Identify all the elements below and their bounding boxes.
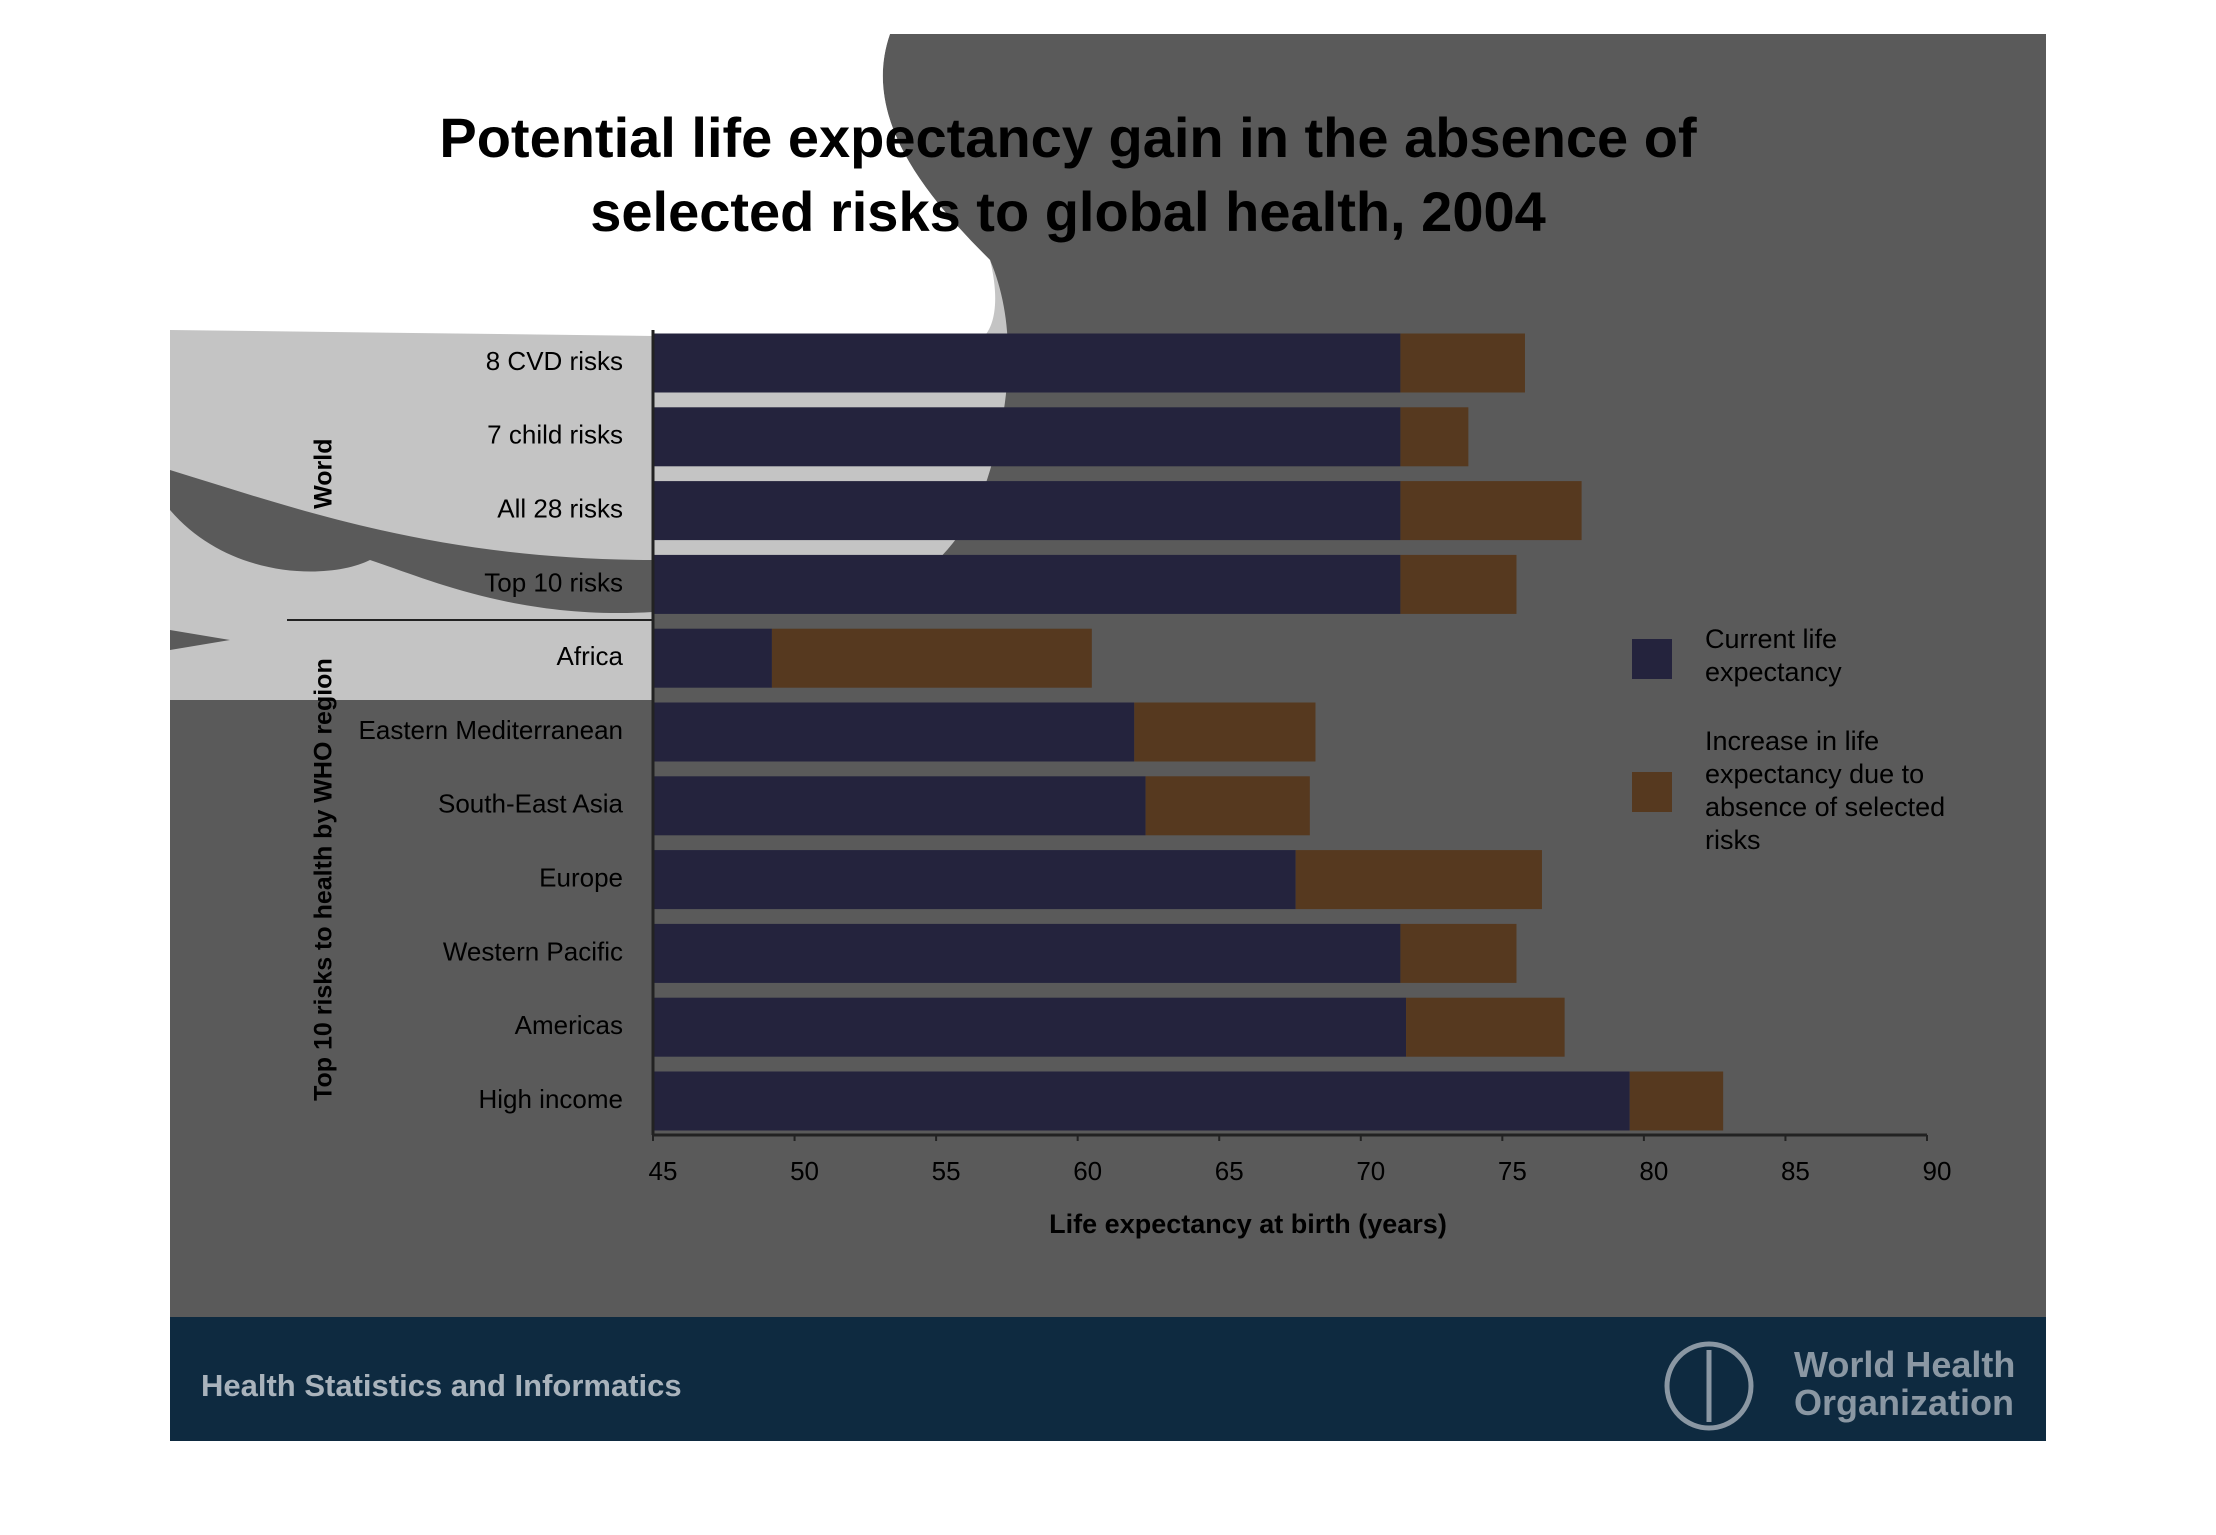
bar-segment: [1629, 1071, 1724, 1131]
bar-segment: [1400, 923, 1517, 983]
category-label: Eastern Mediterranean: [359, 715, 623, 745]
bar-segment: [653, 333, 1401, 393]
text-block: World Health Organization: [1794, 1344, 2015, 1423]
decoration: [170, 34, 996, 340]
legend-swatch: [1632, 639, 1672, 679]
bar-segment: [653, 481, 1401, 541]
x-tick-label: 90: [1923, 1156, 1952, 1186]
bar-segment: [1400, 481, 1582, 541]
group-label: Top 10 risks to health by WHO region: [310, 658, 338, 1101]
who-logo: [1664, 1341, 1754, 1431]
x-tick-label: 70: [1356, 1156, 1385, 1186]
text-block: Increase in life expectancy due to absence…: [1705, 726, 1945, 855]
x-tick-label: 80: [1639, 1156, 1668, 1186]
logo-text: World Health Organization: [1794, 1344, 2015, 1423]
category-label: Western Pacific: [443, 936, 623, 966]
bar-segment: [653, 1071, 1630, 1131]
group-label: World: [310, 439, 338, 509]
category-label: Americas: [515, 1010, 623, 1040]
bar-segment: [1400, 407, 1469, 467]
bar-segment: [653, 554, 1401, 614]
bar-segment: [1406, 997, 1565, 1057]
category-label: High income: [478, 1084, 623, 1114]
bar-segment: [1400, 333, 1525, 393]
x-tick-label: 60: [1073, 1156, 1102, 1186]
bar-segment: [653, 850, 1296, 910]
bar-segment: [653, 702, 1135, 762]
legend-swatch: [1632, 772, 1672, 812]
category-label: Europe: [539, 862, 623, 892]
category-label: All 28 risks: [497, 493, 623, 523]
bar-segment: [1400, 554, 1517, 614]
x-tick-label: 50: [790, 1156, 819, 1186]
category-label: Africa: [557, 641, 624, 671]
bar-segment: [653, 628, 772, 688]
chart-title: Potential life expectancy gain in the ab…: [439, 106, 1697, 243]
category-label: 8 CVD risks: [486, 346, 623, 376]
bar-segment: [771, 628, 1092, 688]
bar-segment: [653, 923, 1401, 983]
bar-segment: [1295, 850, 1542, 910]
x-axis-label: Life expectancy at birth (years): [1049, 1209, 1447, 1239]
x-tick-label: 75: [1498, 1156, 1527, 1186]
bar-segment: [653, 407, 1401, 467]
footer-text: Health Statistics and Informatics: [201, 1368, 682, 1403]
category-label: South-East Asia: [438, 789, 624, 819]
bar-segment: [653, 776, 1146, 836]
category-label: Top 10 risks: [484, 567, 623, 597]
x-tick-label: 45: [649, 1156, 678, 1186]
text-block: Current life expectancy: [1705, 624, 1842, 687]
x-tick-label: 55: [932, 1156, 961, 1186]
bar-segment: [1145, 776, 1310, 836]
x-tick-label: 65: [1215, 1156, 1244, 1186]
category-label: 7 child risks: [487, 420, 623, 450]
text-block: Potential life expectancy gain in the ab…: [439, 106, 1697, 243]
bar-segment: [1134, 702, 1316, 762]
x-tick-label: 85: [1781, 1156, 1810, 1186]
bar-segment: [653, 997, 1407, 1057]
